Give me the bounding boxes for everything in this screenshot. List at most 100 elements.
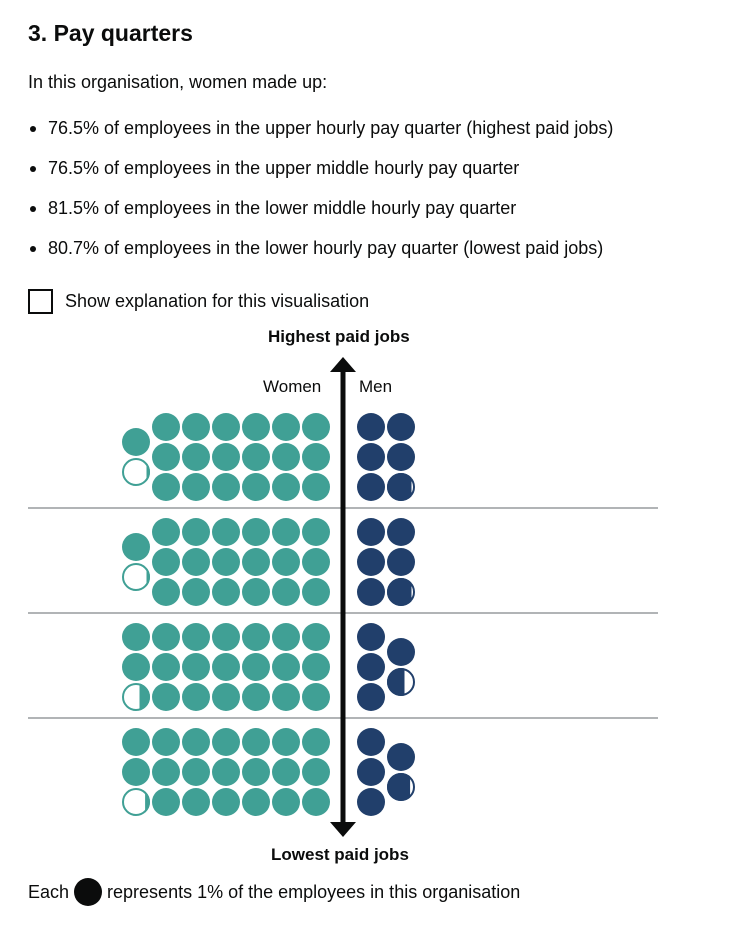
women-dot [302,728,330,756]
women-dot [272,473,300,501]
women-dot [272,683,300,711]
women-dot [152,413,180,441]
women-dot [212,473,240,501]
women-dot [182,683,210,711]
women-dot [145,791,150,813]
women-dot [152,518,180,546]
women-dot [242,788,270,816]
women-dot [242,653,270,681]
chart-key: Each represents 1% of the employees in t… [28,878,520,906]
women-dot [122,653,150,681]
men-dot [387,743,415,771]
page-title: 3. Pay quarters [28,20,193,46]
women-dot [212,653,240,681]
women-dot [272,653,300,681]
women-dot [182,623,210,651]
men-dot [387,773,411,801]
women-dot [302,758,330,786]
men-dot [387,518,415,546]
women-dot [272,413,300,441]
checkbox-icon[interactable] [28,289,53,314]
quarter-list: 76.5% of employees in the upper hourly p… [28,108,613,268]
women-dot [302,443,330,471]
women-dot [146,567,150,587]
women-dot [182,728,210,756]
bottom-label: Lowest paid jobs [271,845,409,864]
list-item: 76.5% of employees in the upper hourly p… [28,108,613,148]
women-dot [152,653,180,681]
men-dot [357,548,385,576]
women-dot [122,758,150,786]
women-dot [242,443,270,471]
women-dot [212,578,240,606]
women-dot-outline [122,563,150,591]
women-dot [122,533,150,561]
key-suffix: represents 1% of the employees in this o… [107,881,521,902]
women-dot [212,443,240,471]
women-dot [272,548,300,576]
arrow-up-icon [330,357,356,372]
women-dot-outline [122,458,150,486]
men-dot [387,473,412,501]
checkbox-label: Show explanation for this visualisation [65,291,370,311]
women-dot [302,683,330,711]
women-dot [302,473,330,501]
women-dot [242,548,270,576]
women-dot [212,548,240,576]
women-dot [122,428,150,456]
women-dot [152,548,180,576]
women-dot [242,518,270,546]
men-dot [357,443,385,471]
women-dot [146,462,150,482]
women-dot [182,473,210,501]
men-dot [357,578,385,606]
women-dot [302,788,330,816]
show-explanation-checkbox[interactable]: Show explanation for this visualisation [28,289,369,314]
women-dot [272,518,300,546]
men-dot [387,548,415,576]
women-dot [302,623,330,651]
women-dot [182,788,210,816]
women-dot [182,578,210,606]
women-dot [272,758,300,786]
women-dot [122,728,150,756]
women-dot [152,683,180,711]
men-dot [357,728,385,756]
women-dot [139,683,150,711]
women-dot [152,758,180,786]
women-dot [302,548,330,576]
women-dot [212,683,240,711]
women-dot [122,623,150,651]
men-dot [387,578,412,606]
women-dot [242,728,270,756]
women-dot [152,443,180,471]
men-dot [357,758,385,786]
women-dot [302,578,330,606]
intro-text: In this organisation, women made up: [28,72,328,92]
women-dot [212,413,240,441]
men-dot [387,668,405,696]
women-dot [302,413,330,441]
list-item: 76.5% of employees in the upper middle h… [28,148,613,188]
women-dot [182,443,210,471]
women-dot [272,728,300,756]
women-dot [182,653,210,681]
women-dot [212,758,240,786]
women-dot [242,578,270,606]
top-label: Highest paid jobs [268,327,410,346]
list-item: 80.7% of employees in the lower hourly p… [28,228,613,268]
men-dot [357,788,385,816]
women-dot [152,473,180,501]
women-dot [272,578,300,606]
women-dot [242,683,270,711]
women-dot [242,473,270,501]
women-dot [272,788,300,816]
men-dot [357,473,385,501]
women-dot [272,443,300,471]
women-dot [242,623,270,651]
women-dot [152,788,180,816]
men-dot [357,653,385,681]
filled-circle-icon [74,878,103,906]
men-dot [357,518,385,546]
